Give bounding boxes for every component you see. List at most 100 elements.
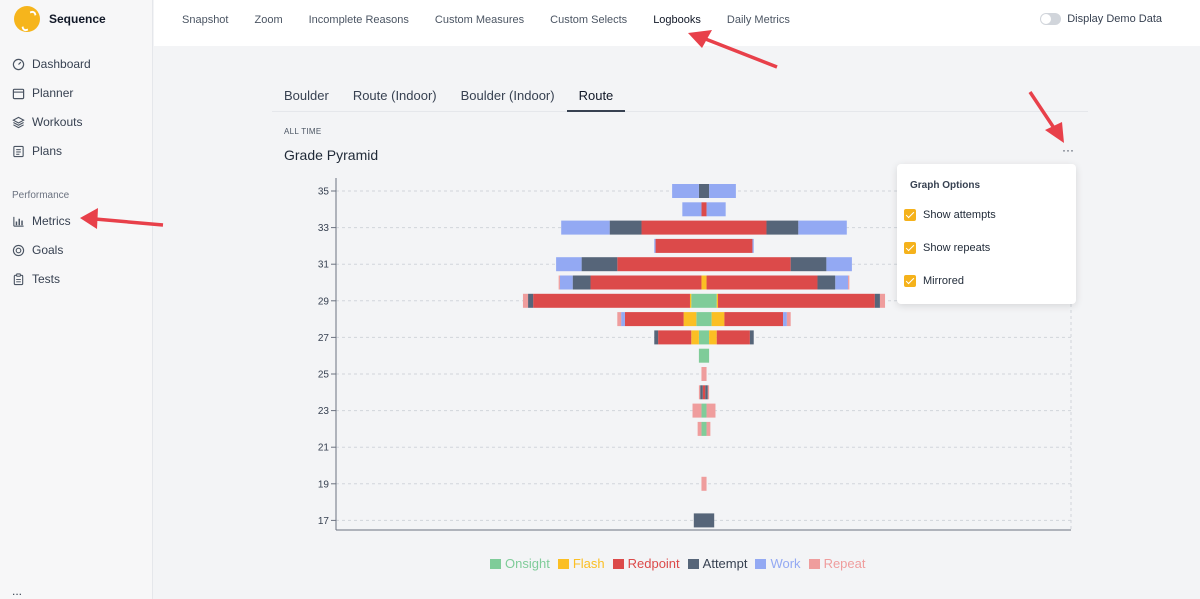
legend-swatch [808, 558, 820, 569]
legend-label: Repeat [823, 556, 866, 571]
legend-label: Redpoint [627, 556, 680, 571]
bar-segment-attempt [704, 513, 715, 528]
bar-segment-repeat [701, 476, 704, 491]
legend-label: Flash [572, 556, 605, 571]
sidebar-item-label: Workouts [32, 115, 83, 129]
bar-segment-work [798, 220, 847, 235]
bar-segment-attempt [704, 184, 710, 198]
tab-custom-selects[interactable]: Custom Selects [550, 14, 628, 26]
bar-segment-redpoint [704, 238, 753, 253]
bar-segment-attempt [581, 257, 618, 272]
checkbox-checked-icon[interactable] [904, 275, 916, 287]
bar-segment-redpoint [658, 330, 692, 345]
tab-logbooks[interactable]: Logbooks [653, 14, 701, 26]
grade-pyramid-chart: 35 33 31 29 27 25 23 21 19 17 [318, 178, 1072, 531]
bar-segment-attempt [700, 385, 703, 400]
legend-item-onsight[interactable]: Onsight [490, 556, 550, 571]
sidebar-item-plans[interactable]: Plans [12, 144, 62, 158]
y-tick-label: 31 [318, 260, 330, 271]
subtab-route-indoor[interactable]: Route (Indoor) [352, 88, 437, 103]
bar-segment-attempt [874, 293, 880, 308]
bar-segment-redpoint [641, 220, 704, 235]
bar-segment-onsight [691, 293, 704, 308]
y-tick-label: 21 [318, 443, 330, 454]
bar-segment-attempt [693, 513, 704, 528]
sidebar-item-metrics[interactable]: Metrics [12, 214, 71, 228]
bar-segment-onsight [704, 330, 710, 345]
bar-segment-repeat [704, 476, 707, 491]
legend-item-attempt[interactable]: Attempt [687, 556, 748, 571]
option-mirrored[interactable]: Mirrored [904, 275, 964, 287]
tab-zoom[interactable]: Zoom [254, 14, 283, 26]
target-icon [12, 244, 25, 256]
bar-segment-redpoint [702, 385, 704, 400]
tab-snapshot[interactable]: Snapshot [182, 14, 229, 26]
option-show-repeats[interactable]: Show repeats [904, 242, 990, 254]
sidebar-item-planner[interactable]: Planner [12, 86, 73, 100]
sidebar-item-label: Planner [32, 86, 74, 100]
demo-data-toggle[interactable]: Display Demo Data [1040, 13, 1162, 25]
bar-segment-work [682, 202, 702, 217]
legend-swatch [557, 558, 569, 569]
bar-segment-onsight [704, 403, 707, 418]
legend-item-flash[interactable]: Flash [557, 556, 605, 571]
tab-daily-metrics[interactable]: Daily Metrics [726, 14, 790, 26]
toggle-switch[interactable] [1040, 13, 1062, 25]
legend-swatch [755, 558, 767, 569]
bar-segment-work [559, 275, 573, 290]
option-show-attempts[interactable]: Show attempts [904, 209, 996, 221]
bar-segment-redpoint [655, 238, 704, 253]
bar-segment-repeat [697, 421, 702, 436]
period-label: ALL TIME [284, 127, 322, 136]
sidebar-item-dashboard[interactable]: Dashboard [12, 57, 91, 71]
graph-options-title: Graph Options [910, 180, 980, 191]
discipline-tabs: Boulder Route (Indoor) Boulder (Indoor) … [272, 84, 1088, 112]
option-label: Show attempts [923, 209, 996, 221]
bar-segment-flash [716, 293, 719, 308]
sidebar-item-label: Tests [32, 272, 61, 286]
sidebar-more-button[interactable]: ... [12, 584, 23, 598]
legend-item-redpoint[interactable]: Redpoint [612, 556, 680, 571]
sidebar-item-workouts[interactable]: Workouts [12, 115, 82, 129]
y-tick-label: 19 [318, 479, 330, 490]
dashboard-icon [12, 58, 25, 70]
bar-segment-work [835, 275, 849, 290]
subtab-route[interactable]: Route [566, 84, 626, 112]
option-label: Show repeats [923, 242, 991, 254]
bar-segment-work [752, 238, 754, 253]
tab-incomplete-reasons[interactable]: Incomplete Reasons [308, 14, 409, 26]
sidebar-section-performance: Performance [12, 190, 70, 201]
graph-options-button[interactable]: ··· [1062, 143, 1074, 157]
bar-segment-redpoint [704, 385, 706, 400]
bar-segment-work [556, 257, 582, 272]
bar-segment-flash [683, 312, 697, 327]
checkbox-checked-icon[interactable] [904, 209, 916, 221]
bar-segment-redpoint [718, 293, 875, 308]
legend-label: Work [770, 556, 801, 571]
sidebar-item-tests[interactable]: Tests [12, 272, 60, 286]
bar-segment-redpoint [706, 275, 818, 290]
y-tick-label: 35 [318, 187, 330, 198]
demo-data-label: Display Demo Data [1067, 13, 1162, 25]
tab-custom-measures[interactable]: Custom Measures [434, 14, 525, 26]
bar-segment-redpoint [704, 220, 767, 235]
legend-label: Attempt [702, 556, 748, 571]
legend-swatch [490, 558, 501, 569]
bar-segment-repeat [698, 385, 701, 400]
brand[interactable]: Sequence [14, 6, 106, 32]
subtab-boulder-indoor[interactable]: Boulder (Indoor) [460, 88, 555, 103]
checkbox-checked-icon[interactable] [904, 242, 916, 254]
sidebar-item-label: Metrics [32, 214, 71, 228]
bar-segment-attempt [528, 293, 534, 308]
legend-item-repeat[interactable]: Repeat [808, 556, 866, 571]
bar-segment-repeat [848, 275, 850, 290]
legend-item-work[interactable]: Work [755, 556, 801, 571]
bar-segment-redpoint [701, 202, 704, 217]
bar-segment-repeat [701, 367, 704, 381]
graph-options-panel: Graph Options Show attempts Show repeats… [897, 164, 1076, 304]
sidebar-item-goals[interactable]: Goals [12, 243, 63, 257]
subtab-boulder[interactable]: Boulder [284, 88, 329, 103]
bar-segment-redpoint [533, 293, 690, 308]
bar-segment-onsight [701, 403, 704, 418]
y-tick-label: 29 [318, 296, 330, 307]
